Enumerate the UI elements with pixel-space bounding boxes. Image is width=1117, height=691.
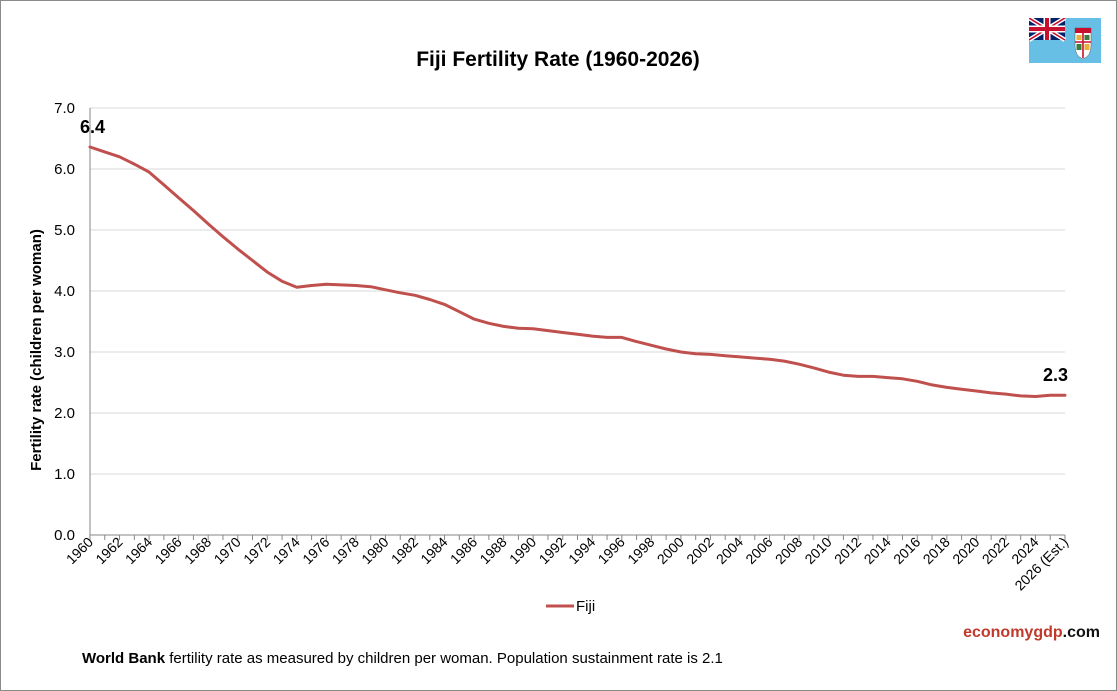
source-description: fertility rate as measured by children p… [165, 650, 723, 667]
x-tick-label: 1986 [447, 534, 480, 567]
x-tick-label: 2002 [683, 534, 716, 567]
y-tick-label: 1.0 [54, 466, 75, 483]
x-tick-label: 1994 [565, 534, 598, 567]
y-tick-label: 5.0 [54, 222, 75, 239]
x-tick-label: 2004 [713, 534, 746, 567]
y-tick-label: 0.0 [54, 527, 75, 544]
x-tick-label: 1998 [624, 534, 657, 567]
x-tick-label: 1990 [506, 534, 539, 567]
x-tick-label: 1984 [417, 534, 450, 567]
x-tick-label: 1974 [270, 534, 303, 567]
x-tick-label: 1972 [240, 534, 273, 567]
legend: Fiji [546, 598, 595, 615]
x-tick-label: 1988 [476, 534, 509, 567]
x-tick-label: 2006 [742, 534, 775, 567]
y-tick-label: 6.0 [54, 161, 75, 178]
x-tick-label: 1964 [122, 534, 155, 567]
x-tick-label: 1996 [595, 534, 628, 567]
source-name: World Bank [82, 650, 166, 667]
x-tick-label: 1976 [299, 534, 332, 567]
x-tick-label: 1962 [92, 534, 125, 567]
x-axis: 1960196219641966196819701972197419761978… [63, 108, 1071, 594]
x-tick-label: 2000 [654, 534, 687, 567]
x-tick-label: 2020 [949, 534, 982, 567]
y-tick-label: 7.0 [54, 100, 75, 117]
x-tick-label: 2022 [979, 534, 1012, 567]
chart-title: Fiji Fertility Rate (1960-2026) [416, 48, 700, 71]
end-value-label: 2.3 [1043, 365, 1068, 385]
gridlines [90, 107, 1065, 475]
series-group [88, 145, 1067, 398]
brand-part-economy: economy [963, 624, 1034, 641]
brand-logo: economygdp.com [963, 624, 1100, 642]
legend-label-fiji: Fiji [576, 598, 595, 615]
x-tick-label: 2014 [861, 534, 894, 567]
x-tick-label: 1978 [329, 534, 362, 567]
y-axis-ticks: 0.0 1.0 2.0 3.0 4.0 5.0 6.0 7.0 [54, 100, 75, 544]
y-tick-label: 4.0 [54, 283, 75, 300]
fiji-flag-icon [1029, 18, 1101, 63]
start-value-label: 6.4 [80, 117, 105, 137]
x-tick-label: 2008 [772, 534, 805, 567]
brand-part-gdp: gdp [1033, 624, 1063, 641]
x-tick-label: 2012 [831, 534, 864, 567]
y-tick-label: 3.0 [54, 344, 75, 361]
y-tick-label: 2.0 [54, 405, 75, 422]
x-tick-label: 1968 [181, 534, 214, 567]
x-tick-label: 1980 [358, 534, 391, 567]
source-note: World Bank fertility rate as measured by… [82, 650, 723, 667]
series-line-fiji [88, 145, 1067, 398]
y-axis-label: Fertility rate (children per woman) [28, 229, 45, 471]
x-tick-label: 1982 [388, 534, 421, 567]
x-tick-label: 1970 [211, 534, 244, 567]
x-tick-label: 2010 [801, 534, 834, 567]
x-tick-label: 2016 [890, 534, 923, 567]
x-tick-label: 2018 [920, 534, 953, 567]
x-tick-label: 1992 [536, 534, 569, 567]
x-tick-label: 1966 [151, 534, 184, 567]
brand-part-com: .com [1062, 624, 1100, 641]
